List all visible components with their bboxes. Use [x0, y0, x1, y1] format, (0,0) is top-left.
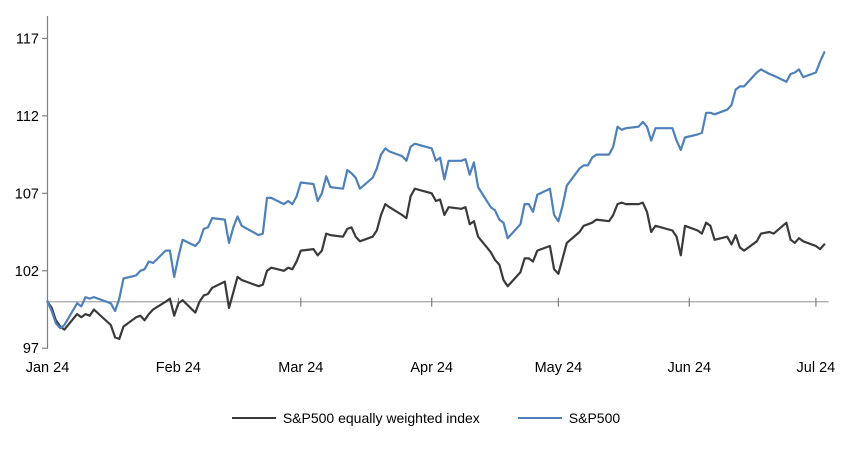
sp500-line-swatch: [517, 417, 562, 419]
sp500-legend-label: S&P500: [568, 410, 621, 426]
x-axis-label-jun-24: Jun 24: [667, 360, 711, 376]
equal-weight-legend-label: S&P500 equally weighted index: [282, 410, 480, 426]
y-axis-label-107: 107: [15, 186, 39, 202]
x-axis-label-jan-24: Jan 24: [26, 360, 70, 376]
y-axis-label-102: 102: [15, 264, 39, 280]
chart-legend: S&P500 equally weighted index S&P500: [0, 410, 852, 426]
equal-weight-line-swatch: [231, 417, 276, 419]
x-axis-label-feb-24: Feb 24: [156, 360, 201, 376]
y-axis-label-112: 112: [16, 109, 39, 125]
x-axis-label-may-24: May 24: [535, 360, 583, 376]
x-axis-label-jul-24: Jul 24: [797, 360, 836, 376]
x-axis-label-mar-24: Mar 24: [278, 360, 323, 376]
y-axis-label-117: 117: [16, 31, 39, 47]
x-axis-label-apr-24: Apr 24: [410, 360, 453, 376]
series-line-s-p500-equally-weighted-index: [46, 187, 826, 340]
y-axis-label-97: 97: [23, 341, 39, 357]
legend-item-sp500: S&P500: [517, 410, 621, 426]
legend-item-equal-weight: S&P500 equally weighted index: [231, 410, 480, 426]
series-line-s-p500: [46, 51, 826, 330]
